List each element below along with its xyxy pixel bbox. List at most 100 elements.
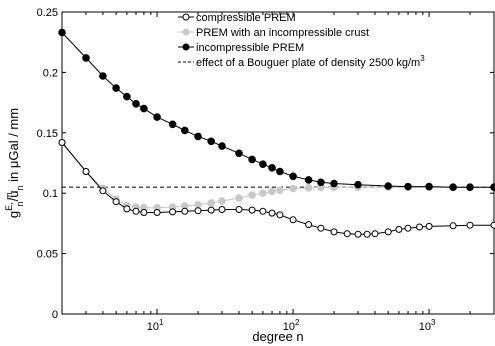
data-point bbox=[404, 182, 412, 191]
data-point bbox=[343, 230, 351, 238]
y-axis-label: gE, mn/un in μGal / mm bbox=[4, 108, 25, 218]
data-point bbox=[317, 224, 325, 232]
data-point bbox=[304, 176, 313, 184]
series-line bbox=[61, 142, 494, 235]
data-point bbox=[235, 194, 243, 202]
data-point bbox=[466, 221, 474, 229]
data-point bbox=[354, 230, 362, 238]
data-point bbox=[132, 100, 140, 108]
data-point bbox=[384, 182, 393, 190]
legend: compressible PREM PREM with an incompress… bbox=[178, 12, 425, 69]
data-point bbox=[82, 168, 90, 175]
data-point bbox=[289, 172, 297, 181]
axes: 0 0.05 0.1 0.15 0.2 0.25 101 102 103 bbox=[37, 7, 495, 333]
data-point bbox=[207, 206, 215, 214]
x-axis-label: degree n bbox=[252, 329, 303, 344]
data-point bbox=[304, 184, 313, 192]
data-point bbox=[330, 228, 338, 236]
data-point bbox=[259, 189, 267, 197]
data-point bbox=[207, 199, 215, 207]
legend-item: effect of a Bouguer plate of density 250… bbox=[178, 54, 425, 69]
data-point bbox=[363, 230, 371, 238]
data-point bbox=[248, 206, 256, 214]
data-point bbox=[305, 221, 313, 229]
data-point bbox=[169, 208, 177, 216]
legend-label: incompressible PREM bbox=[196, 42, 304, 54]
data-point bbox=[58, 28, 66, 37]
series-line bbox=[61, 142, 494, 209]
y-tick-label: 0.2 bbox=[43, 67, 58, 79]
series-1 bbox=[58, 138, 495, 212]
series-line bbox=[61, 32, 494, 188]
data-point bbox=[123, 92, 131, 101]
y-tick-label: 0.05 bbox=[37, 249, 58, 261]
data-point bbox=[218, 197, 226, 205]
data-point bbox=[58, 139, 66, 146]
data-point bbox=[99, 187, 107, 195]
data-point bbox=[153, 209, 161, 216]
legend-item: compressible PREM bbox=[178, 12, 296, 24]
legend-marker bbox=[182, 43, 190, 51]
data-point bbox=[384, 228, 392, 236]
data-point bbox=[317, 178, 325, 187]
data-point bbox=[235, 206, 243, 213]
data-point bbox=[395, 225, 403, 233]
data-point bbox=[112, 198, 120, 206]
data-point bbox=[449, 222, 457, 230]
data-point bbox=[276, 167, 284, 176]
data-point bbox=[276, 211, 284, 219]
data-point bbox=[168, 120, 177, 129]
x-tick-label: 103 bbox=[419, 318, 436, 333]
x-tick-label: 102 bbox=[283, 318, 300, 333]
data-point bbox=[268, 209, 276, 217]
data-point bbox=[416, 223, 423, 231]
data-point bbox=[207, 137, 215, 146]
data-point bbox=[490, 221, 495, 229]
data-point bbox=[140, 209, 148, 216]
data-point bbox=[248, 155, 256, 164]
data-point bbox=[354, 180, 362, 189]
data-point bbox=[140, 104, 148, 113]
data-point bbox=[181, 126, 189, 135]
legend-marker bbox=[182, 28, 190, 36]
data-point bbox=[404, 224, 412, 232]
legend-label: compressible PREM bbox=[196, 12, 296, 24]
legend-item: PREM with an incompressible crust bbox=[178, 27, 369, 39]
data-point bbox=[276, 186, 284, 194]
data-point bbox=[194, 132, 202, 141]
data-point bbox=[153, 113, 161, 121]
legend-label: effect of a Bouguer plate of density 250… bbox=[196, 54, 425, 69]
data-point bbox=[123, 205, 131, 213]
series-2 bbox=[58, 28, 495, 191]
data-point bbox=[259, 207, 267, 215]
legend-label: PREM with an incompressible crust bbox=[196, 27, 369, 39]
data-point bbox=[259, 160, 267, 168]
plot-series bbox=[58, 28, 495, 238]
data-point bbox=[289, 216, 297, 224]
data-point bbox=[99, 72, 107, 80]
series-0 bbox=[58, 139, 495, 238]
data-point bbox=[235, 149, 243, 158]
data-point bbox=[371, 230, 379, 238]
data-point bbox=[218, 142, 226, 150]
y-tick-label: 0.15 bbox=[37, 128, 58, 140]
data-point bbox=[194, 207, 202, 215]
legend-marker bbox=[182, 13, 190, 21]
data-point bbox=[268, 187, 276, 196]
data-point bbox=[194, 200, 202, 209]
data-point bbox=[268, 164, 276, 172]
plot-frame bbox=[61, 11, 495, 315]
x-tick-label: 101 bbox=[147, 318, 164, 333]
data-point bbox=[425, 222, 433, 230]
data-point bbox=[181, 207, 189, 215]
data-point bbox=[330, 179, 338, 188]
data-point bbox=[425, 182, 433, 191]
data-point bbox=[132, 207, 140, 215]
data-point bbox=[466, 183, 474, 191]
data-point bbox=[82, 54, 90, 62]
data-point bbox=[449, 183, 457, 191]
y-tick-label: 0 bbox=[52, 309, 58, 321]
data-point bbox=[218, 206, 226, 213]
legend-item: incompressible PREM bbox=[178, 42, 304, 54]
